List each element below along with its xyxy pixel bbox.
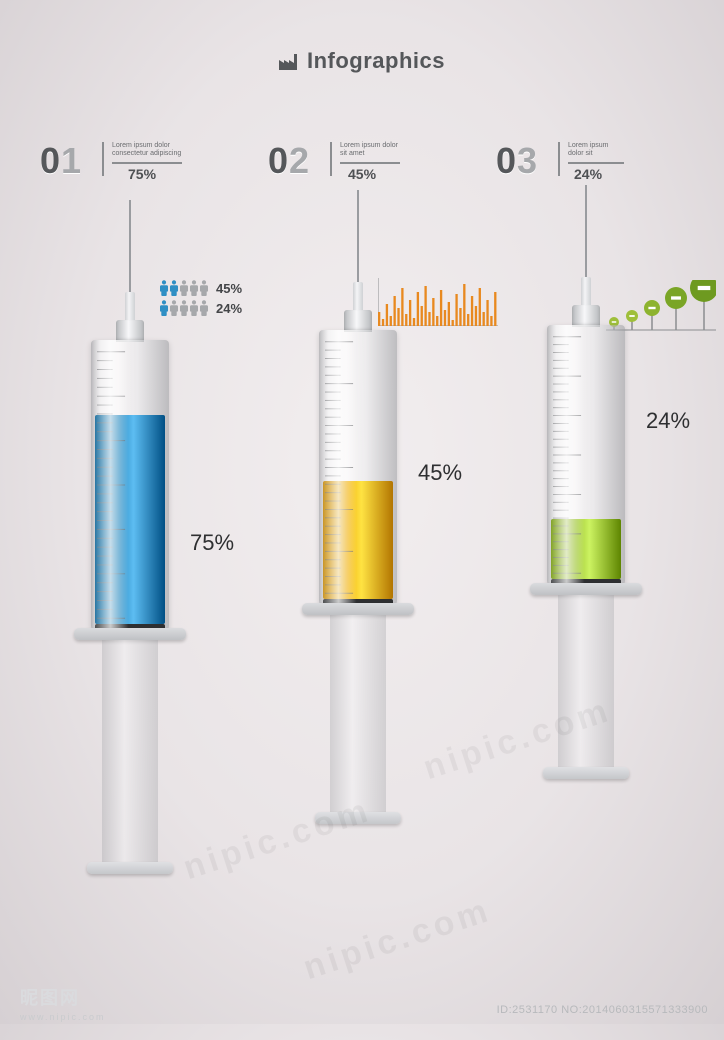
needle — [585, 185, 587, 280]
fluid — [95, 415, 165, 624]
plunger-rod — [558, 595, 614, 770]
thumb-rest — [87, 862, 173, 874]
fill-label: 45% — [418, 460, 462, 486]
hub — [125, 292, 135, 322]
needle — [129, 200, 131, 295]
syringe-icon — [496, 140, 696, 1040]
barrel — [91, 340, 169, 630]
column-02: 02Lorem ipsum dolorsit amet45%45% — [268, 140, 488, 1010]
barrel — [319, 330, 397, 605]
plunger-rod — [330, 615, 386, 815]
cap — [572, 305, 600, 327]
fill-label: 24% — [646, 408, 690, 434]
title-text: Infographics — [307, 48, 445, 73]
fill-label: 75% — [190, 530, 234, 556]
fluid — [323, 481, 393, 599]
fluid — [551, 519, 621, 579]
column-01: 01Lorem ipsum dolorconsectetur adipiscin… — [40, 140, 260, 1010]
cap — [116, 320, 144, 342]
hub — [581, 277, 591, 307]
needle — [357, 190, 359, 285]
flange — [302, 603, 414, 615]
footer-id: ID:2531170 NO:2014060315571333900 — [497, 1004, 708, 1016]
column-03: 03Lorem ipsumdolor sit24%24% — [496, 140, 716, 1010]
thumb-rest — [543, 767, 629, 779]
thumb-rest — [315, 812, 401, 824]
footer-logo: 昵图网 — [20, 984, 80, 1010]
factory-icon — [279, 50, 297, 66]
flange — [530, 583, 642, 595]
footer-sub: www.nipic.com — [20, 1012, 106, 1022]
plunger-rod — [102, 640, 158, 865]
syringe-icon — [40, 140, 240, 1040]
flange — [74, 628, 186, 640]
page-title: Infographics — [0, 48, 724, 74]
cap — [344, 310, 372, 332]
hub — [353, 282, 363, 312]
syringe-icon — [268, 140, 468, 1040]
barrel — [547, 325, 625, 585]
